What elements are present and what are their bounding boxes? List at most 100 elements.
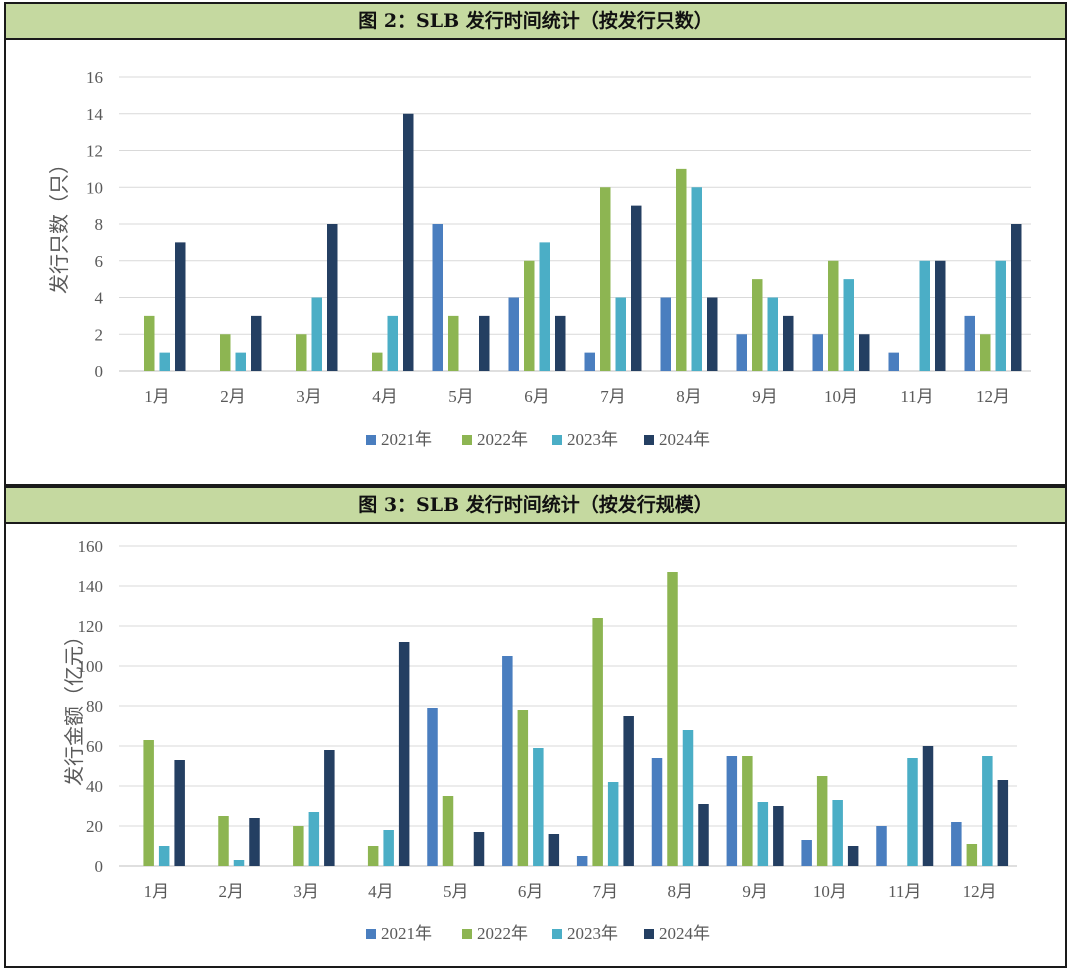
bar-2024年-8月 [707,297,718,371]
bar-2021年-10月 [812,334,823,371]
bar-2024年-1月 [175,242,186,371]
bar-2024年-7月 [631,205,642,371]
x-tick-label: 2月 [219,882,245,901]
legend-swatch [552,435,562,445]
x-tick-label: 10月 [813,882,847,901]
legend-label: 2022年 [477,430,528,449]
bar-2023年-3月 [308,812,320,866]
legend-label: 2021年 [381,924,432,943]
bar-2024年-5月 [479,315,490,371]
bar-2024年-11月 [922,746,934,866]
chart-title: 图 2：SLB 发行时间统计（按发行只数） [6,4,1065,40]
y-tick-label: 100 [78,657,104,676]
bar-2021年-8月 [651,758,663,866]
bar-2022年-5月 [448,315,459,371]
bar-2024年-6月 [548,834,560,866]
bar-2022年-2月 [220,334,231,371]
bar-2023年-10月 [832,800,843,866]
bar-2023年-7月 [615,297,626,371]
y-tick-label: 14 [86,105,104,124]
bar-2022年-10月 [828,260,839,371]
x-tick-label: 9月 [752,387,778,406]
bar-2023年-2月 [233,860,245,866]
y-tick-label: 10 [86,178,103,197]
bar-2021年-7月 [584,352,595,371]
bar-2022年-12月 [966,844,978,866]
legend-swatch [552,929,562,939]
bar-2023年-3月 [311,297,322,371]
bar-2024年-8月 [698,804,709,866]
legend-swatch [644,929,654,939]
bar-2024年-2月 [249,818,260,866]
bar-2022年-3月 [296,334,307,371]
bar-2023年-12月 [995,260,1006,371]
bar-2022年-8月 [676,168,687,371]
bar-2022年-7月 [592,618,603,866]
bar-2023年-8月 [691,187,702,371]
x-tick-label: 6月 [518,882,544,901]
bar-2021年-5月 [427,708,438,866]
x-tick-label: 6月 [524,387,550,406]
bar-2023年-8月 [682,730,694,866]
y-tick-label: 160 [78,537,104,556]
bar-2022年-6月 [524,260,535,371]
x-tick-label: 8月 [668,882,694,901]
x-tick-label: 3月 [296,387,322,406]
bar-2022年-4月 [367,846,379,866]
bar-2021年-9月 [726,756,738,866]
bar-2022年-9月 [752,279,763,371]
legend-swatch [462,929,472,939]
bar-2021年-6月 [502,656,513,866]
bar-2021年-11月 [888,352,899,371]
bar-2022年-6月 [517,710,529,866]
bar-2023年-6月 [533,748,544,866]
bar-2023年-11月 [919,260,930,371]
bar-2021年-10月 [801,840,812,866]
y-tick-label: 4 [95,289,104,308]
x-tick-label: 5月 [443,882,469,901]
bar-2021年-6月 [508,297,519,371]
y-tick-label: 12 [86,142,103,161]
x-tick-label: 8月 [676,387,702,406]
bar-2024年-1月 [174,760,185,866]
bar-2024年-9月 [783,315,794,371]
bar-2024年-12月 [997,780,1009,866]
bar-2023年-9月 [767,297,778,371]
x-tick-label: 3月 [293,882,319,901]
bar-2024年-10月 [859,334,870,371]
bar-2023年-4月 [387,315,398,371]
bar-2022年-1月 [143,740,154,866]
bar-2023年-10月 [843,279,854,371]
bar-2024年-11月 [935,260,946,371]
bar-2021年-7月 [576,856,588,866]
bar-2024年-4月 [403,113,414,371]
legend-swatch [644,435,654,445]
bar-2022年-9月 [742,756,753,866]
y-tick-label: 16 [86,68,103,87]
bar-2023年-7月 [607,782,619,866]
y-tick-label: 0 [95,362,104,381]
chart-title: 图 3：SLB 发行时间统计（按发行规模） [6,488,1065,524]
bar-2022年-12月 [980,334,991,371]
x-tick-label: 12月 [976,387,1010,406]
legend-label: 2024年 [659,430,710,449]
y-tick-label: 140 [78,577,104,596]
x-tick-label: 11月 [888,882,921,901]
x-tick-label: 4月 [368,882,394,901]
bar-2022年-7月 [600,187,611,371]
legend-swatch [462,435,472,445]
bar-2023年-12月 [982,756,993,866]
bar-chart-amount: 0 20 40 60 80 100 120 140 160 发行金额（亿元） 1月 2月 3月 4月 5月 6… [63,537,1017,943]
x-tick-label: 4月 [372,387,398,406]
chart-panel-amount: 图 3：SLB 发行时间统计（按发行规模） 0 20 40 60 80 100 120 140… [4,486,1067,968]
y-tick-label: 120 [78,617,104,636]
bar-2024年-10月 [847,846,859,866]
bar-2021年-11月 [876,826,887,866]
bar-2022年-10月 [816,776,828,866]
legend-label: 2023年 [567,924,618,943]
y-tick-label: 80 [86,697,103,716]
bar-2024年-4月 [398,642,410,866]
x-tick-label: 5月 [448,387,474,406]
bar-2024年-6月 [555,315,566,371]
x-tick-label: 2月 [220,387,246,406]
